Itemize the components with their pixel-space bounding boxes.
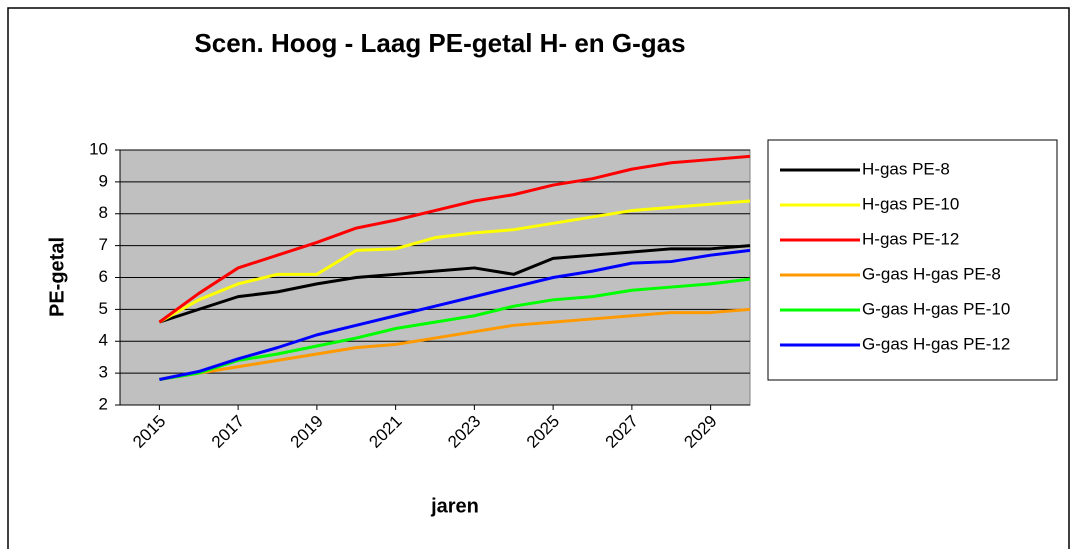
y-tick-label: 4 xyxy=(99,331,108,350)
legend-label: G-gas H-gas PE-10 xyxy=(862,299,1010,318)
x-axis-label: jaren xyxy=(430,495,479,517)
y-tick-label: 5 xyxy=(99,299,108,318)
series-line xyxy=(158,154,751,324)
legend-label: G-gas H-gas PE-8 xyxy=(862,264,1001,283)
y-tick-label: 10 xyxy=(89,139,108,158)
y-tick-label: 9 xyxy=(99,171,108,190)
series-line xyxy=(159,277,751,381)
legend-label: H-gas PE-12 xyxy=(862,229,959,248)
legend-label: H-gas PE-10 xyxy=(862,194,959,213)
series-line xyxy=(159,307,751,381)
y-tick-label: 6 xyxy=(99,267,108,286)
y-tick-label: 3 xyxy=(99,363,108,382)
legend-label: G-gas H-gas PE-12 xyxy=(862,334,1010,353)
legend xyxy=(767,139,1058,381)
y-tick-label: 2 xyxy=(99,394,108,413)
legend-label: H-gas PE-8 xyxy=(862,159,950,178)
y-tick-label: 8 xyxy=(99,203,108,222)
series-line xyxy=(159,248,751,381)
y-tick-label: 7 xyxy=(99,235,108,254)
chart-title: Scen. Hoog - Laag PE-getal H- en G-gas xyxy=(194,28,685,58)
series-line xyxy=(158,244,751,324)
y-axis-label: PE-getal xyxy=(46,237,68,317)
series-line xyxy=(158,199,751,324)
